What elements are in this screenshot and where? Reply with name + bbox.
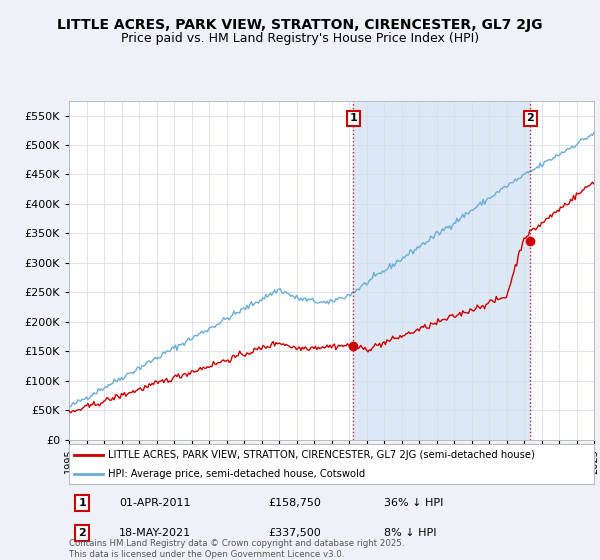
Text: 2: 2 [527, 114, 535, 123]
Text: 1: 1 [349, 114, 357, 123]
Text: 18-MAY-2021: 18-MAY-2021 [119, 528, 191, 538]
Text: 01-APR-2011: 01-APR-2011 [119, 498, 190, 508]
Text: 8% ↓ HPI: 8% ↓ HPI [384, 528, 437, 538]
Text: Contains HM Land Registry data © Crown copyright and database right 2025.
This d: Contains HM Land Registry data © Crown c… [69, 539, 404, 559]
Text: 1: 1 [78, 498, 86, 508]
Text: £337,500: £337,500 [269, 528, 321, 538]
Text: 36% ↓ HPI: 36% ↓ HPI [384, 498, 443, 508]
Text: LITTLE ACRES, PARK VIEW, STRATTON, CIRENCESTER, GL7 2JG (semi-detached house): LITTLE ACRES, PARK VIEW, STRATTON, CIREN… [109, 450, 535, 460]
Text: HPI: Average price, semi-detached house, Cotswold: HPI: Average price, semi-detached house,… [109, 469, 365, 479]
Bar [353, 101, 530, 440]
Text: LITTLE ACRES, PARK VIEW, STRATTON, CIRENCESTER, GL7 2JG: LITTLE ACRES, PARK VIEW, STRATTON, CIREN… [57, 18, 543, 32]
Text: 2: 2 [78, 528, 86, 538]
Text: £158,750: £158,750 [269, 498, 322, 508]
Text: Price paid vs. HM Land Registry's House Price Index (HPI): Price paid vs. HM Land Registry's House … [121, 31, 479, 45]
